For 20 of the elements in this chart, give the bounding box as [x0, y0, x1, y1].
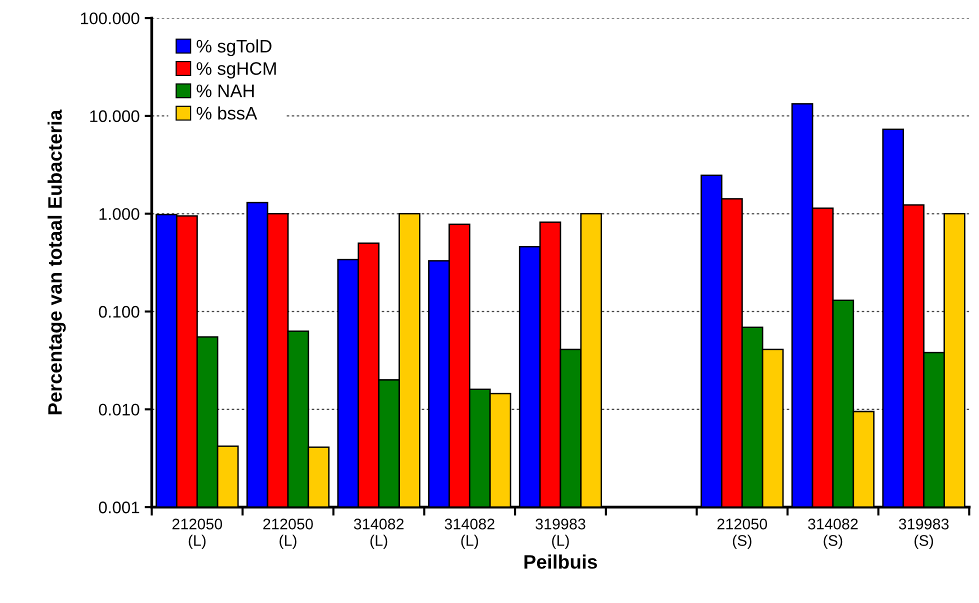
y-tick-label: 0.100	[98, 306, 140, 318]
y-axis-title: Percentage van totaal Eubacteria	[48, 110, 66, 414]
y-tick-label: 0.010	[98, 404, 140, 416]
legend-label: % sgTolD	[196, 39, 272, 56]
y-tick-label: 1.000	[100, 208, 140, 220]
legend-label: % sgHCM	[196, 62, 276, 78]
x-tick-label: 314082 (S)	[808, 518, 858, 549]
x-tick-label: 212050 (L)	[263, 518, 313, 549]
x-tick-label: 212050 (L)	[172, 518, 222, 549]
x-tick-label: 314082 (L)	[354, 518, 404, 549]
x-axis-title: Peilbuis	[524, 554, 597, 569]
x-tick-label: 314082 (L)	[444, 518, 494, 549]
x-tick-label: 212050 (S)	[717, 518, 768, 549]
y-tick-label: 100.000	[80, 12, 140, 24]
x-tick-label: 319983 (S)	[898, 518, 949, 549]
y-tick-label: 10.000	[90, 110, 140, 122]
x-tick-label: 319983 (L)	[536, 518, 586, 549]
y-tick-label: 0.001	[98, 502, 140, 514]
legend-label: % NAH	[196, 84, 254, 98]
legend-label: % bssA	[196, 106, 258, 120]
